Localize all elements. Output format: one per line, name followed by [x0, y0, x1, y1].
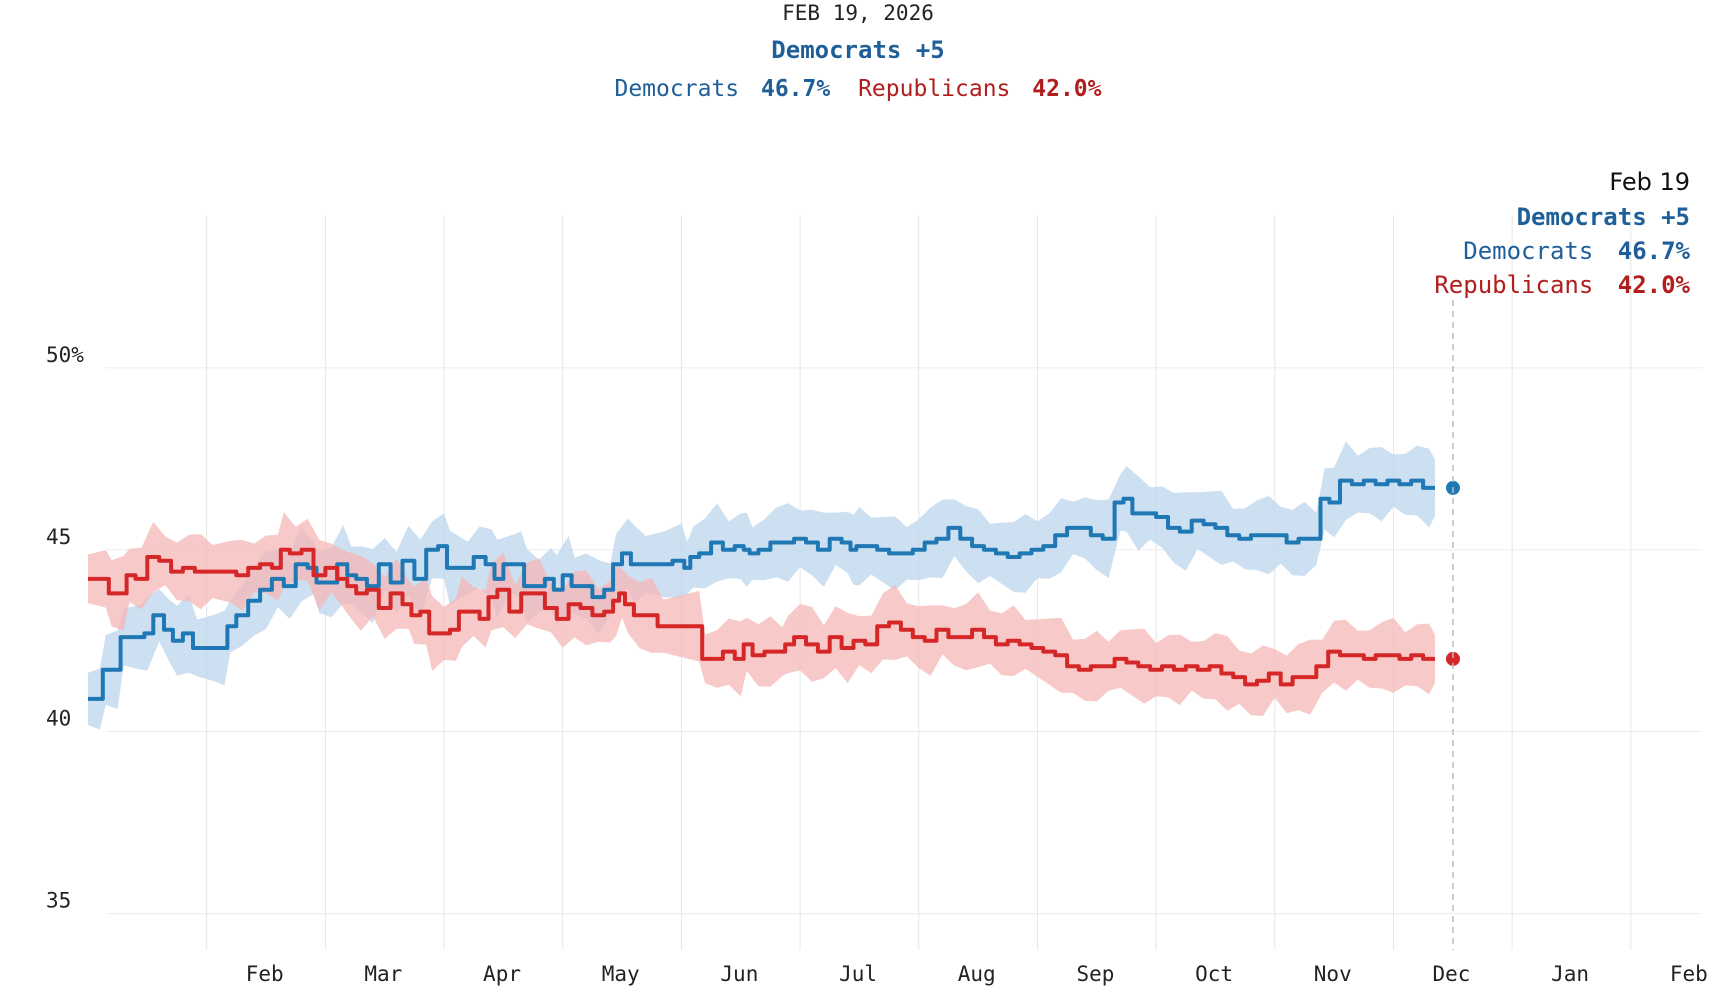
header-values: Democrats 46.7% Republicans 42.0%: [614, 76, 1101, 102]
tooltip-dem-value: 46.7%: [1618, 237, 1691, 265]
x-tick-label: Feb: [246, 962, 284, 986]
y-tick-label: 45: [46, 525, 71, 549]
rep-end-dot: [1445, 651, 1460, 666]
x-tick-label: Oct: [1195, 962, 1233, 986]
x-tick-label: Jan: [1551, 962, 1589, 986]
grid: [106, 215, 1702, 950]
x-tick-label: Apr: [483, 962, 521, 986]
x-tick-label: Dec: [1432, 962, 1470, 986]
tooltip-dem-row: Democrats 46.7%: [1463, 237, 1690, 265]
x-tick-label: Nov: [1314, 962, 1352, 986]
dem-uncertainty-band: [88, 441, 1435, 730]
header-rep-value: 42.0%: [1032, 76, 1101, 102]
y-tick-label: 40: [46, 707, 71, 731]
header-date: FEB 19, 2026: [782, 1, 934, 25]
tooltip: Feb 19 Democrats +5 Democrats 46.7% Repu…: [1434, 168, 1690, 299]
x-tick-label: Jul: [839, 962, 877, 986]
x-tick-label: Jun: [720, 962, 758, 986]
tooltip-rep-value: 42.0%: [1618, 271, 1691, 299]
header: FEB 19, 2026 Democrats +5 Democrats 46.7…: [614, 1, 1101, 102]
tooltip-dem-label: Democrats: [1463, 237, 1593, 265]
header-leader: Democrats +5: [771, 36, 944, 64]
x-tick-label: Feb: [1670, 962, 1708, 986]
x-tick-label: May: [602, 962, 640, 986]
tooltip-rep-row: Republicans 42.0%: [1434, 271, 1690, 299]
series-lines: [88, 478, 1460, 701]
y-tick-label: 50%: [46, 343, 84, 367]
tooltip-date: Feb 19: [1609, 168, 1690, 196]
header-dem-value: 46.7%: [761, 76, 830, 102]
header-dem-label: Democrats: [614, 76, 739, 102]
y-axis: 50% 45 40 35: [46, 343, 84, 913]
x-tick-label: Sep: [1076, 962, 1114, 986]
tooltip-leader: Democrats +5: [1517, 203, 1690, 231]
tooltip-rep-label: Republicans: [1434, 271, 1593, 299]
rep-line: [88, 547, 1435, 687]
header-rep-label: Republicans: [858, 76, 1010, 102]
x-tick-label: Aug: [958, 962, 996, 986]
x-tick-label: Mar: [364, 962, 402, 986]
y-tick-label: 35: [46, 889, 71, 913]
x-axis: Feb Mar Apr May Jun Jul Aug Sep Oct Nov Dec Jan Feb: [246, 962, 1708, 986]
